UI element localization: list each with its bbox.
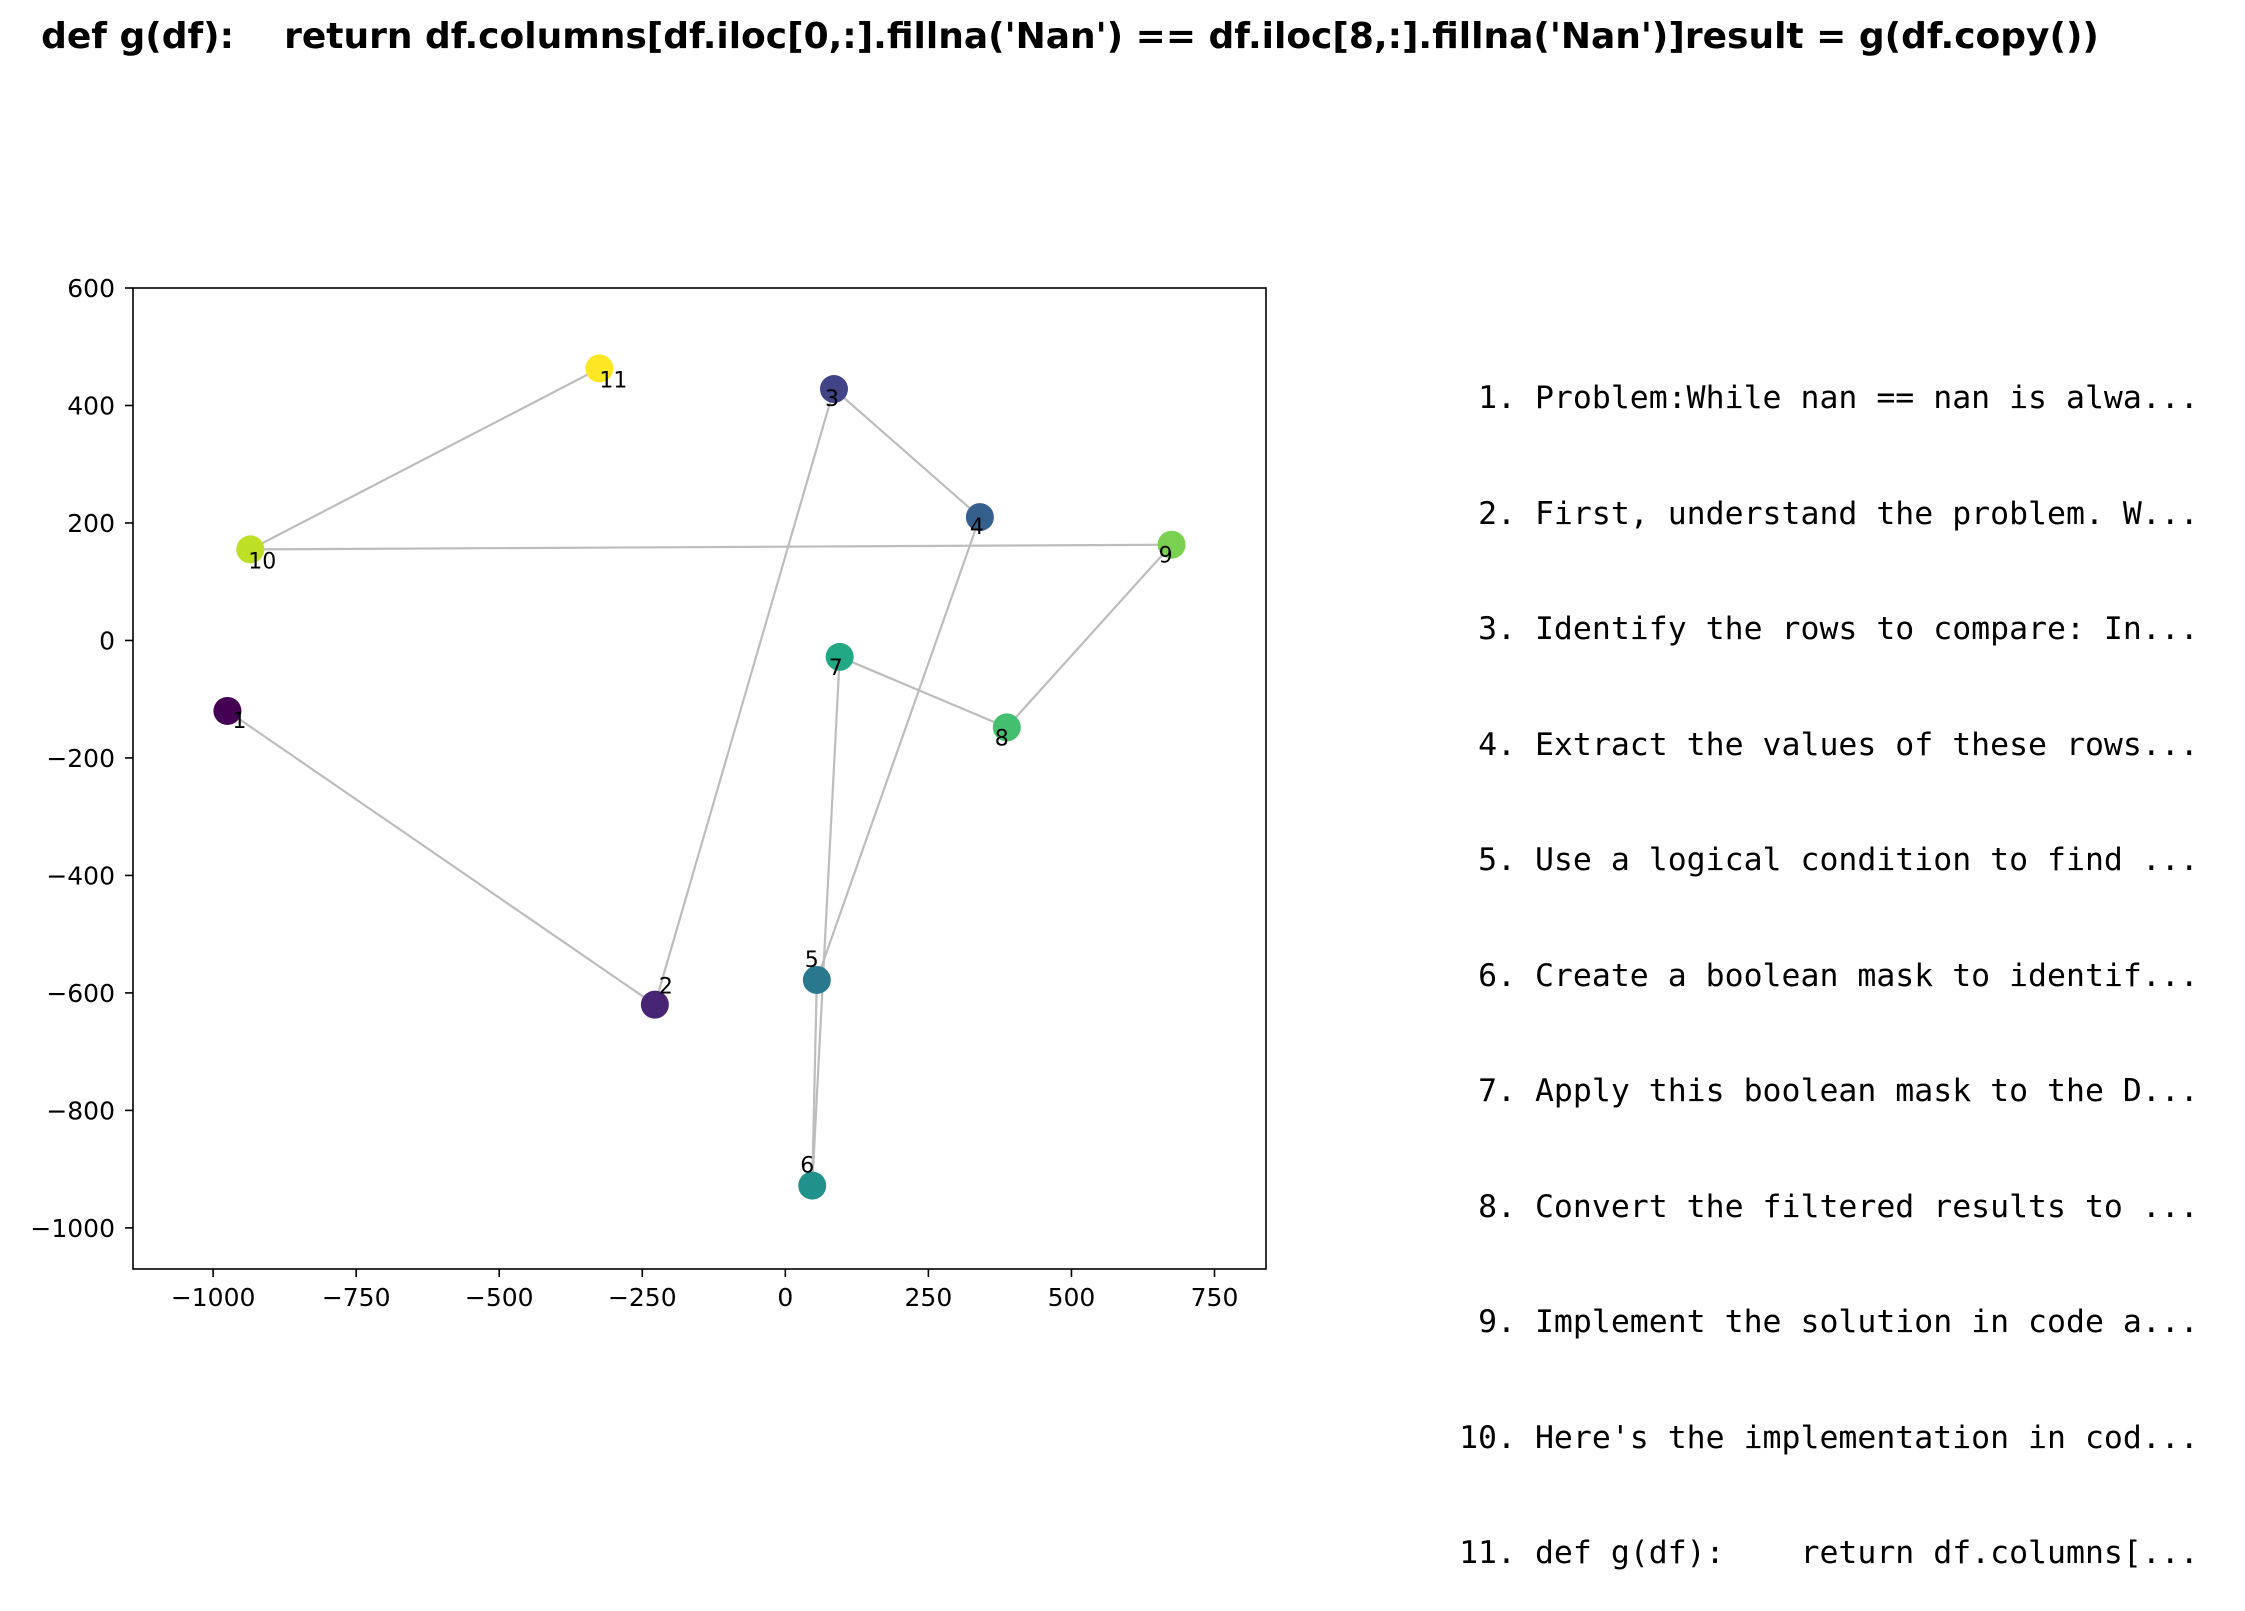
point-label: 1: [232, 709, 246, 734]
y-tick-label: −600: [46, 979, 115, 1008]
point-label: 2: [659, 975, 673, 1000]
data-points: [213, 354, 1186, 1200]
data-point: [236, 535, 265, 564]
step-item: 3. Identify the rows to compare: In...: [1440, 610, 2240, 649]
connection-line: [839, 655, 1008, 729]
step-text: Here's the implementation in cod...: [1534, 1419, 2199, 1456]
step-text: Problem:While nan == nan is alwa...: [1534, 380, 2199, 416]
y-tick-label: 200: [67, 509, 115, 538]
x-tick-label: −250: [608, 1283, 677, 1312]
step-text: First, understand the problem. W...: [1534, 495, 2199, 532]
point-label: 4: [970, 515, 984, 540]
plot-frame: [132, 287, 1267, 1270]
point-label: 10: [248, 549, 276, 574]
step-item: 10. Here's the implementation in cod...: [1440, 1419, 2240, 1458]
point-label: 5: [805, 948, 819, 973]
x-tick-label: −500: [465, 1283, 534, 1312]
chart-title: def g(df): return df.columns[df.iloc[0,:…: [41, 16, 2099, 57]
point-label: 7: [829, 656, 843, 681]
step-item: 4. Extract the values of these rows...: [1440, 726, 2240, 765]
x-tick-label: 500: [1048, 1283, 1096, 1312]
step-item: 1. Problem:While nan == nan is alwa...: [1440, 379, 2240, 418]
x-tick-label: −1000: [171, 1283, 256, 1312]
y-axis-ticks: 600 400 200 0 −200 −400 −600 −800 −1000: [30, 274, 133, 1243]
step-text: Convert the filtered results to ...: [1534, 1188, 2199, 1225]
data-point: [825, 642, 854, 671]
connection-line: [653, 388, 836, 1005]
step-number: 8.: [1478, 1188, 1516, 1225]
y-tick-label: −200: [46, 744, 115, 773]
step-number: 5.: [1478, 842, 1516, 878]
y-tick-label: 0: [99, 626, 115, 655]
y-tick-label: 400: [67, 391, 115, 420]
step-text: Apply this boolean mask to the D...: [1534, 1073, 2199, 1109]
step-text: def g(df): return df.columns[...: [1534, 1535, 2199, 1571]
step-text: Use a logical condition to find ...: [1534, 842, 2199, 878]
step-text: Extract the values of these rows...: [1534, 726, 2199, 763]
step-text: Implement the solution in code a...: [1534, 1304, 2199, 1340]
data-point: [992, 713, 1021, 742]
point-label: 8: [995, 726, 1009, 751]
connection-line: [815, 516, 981, 981]
y-tick-label: 600: [67, 274, 115, 303]
step-number: 2.: [1478, 495, 1516, 532]
step-number: 6.: [1478, 957, 1516, 994]
y-tick-label: −400: [46, 861, 115, 890]
step-number: 3.: [1478, 611, 1516, 647]
x-tick-label: 250: [905, 1283, 953, 1312]
connection-lines: [226, 367, 1173, 1186]
connection-line: [226, 710, 656, 1006]
step-text: Identify the rows to compare: In...: [1534, 611, 2199, 647]
scatter-plot: 1 2 3 4 5 6 7 8 9 10 11 −1000 −750 −500 −250 0 250 500 75…: [30, 274, 1267, 1312]
connection-line: [833, 388, 981, 518]
data-point: [585, 354, 614, 383]
x-tick-label: −750: [322, 1283, 391, 1312]
step-item: 8. Convert the filtered results to ...: [1440, 1188, 2240, 1227]
step-number: 7.: [1478, 1073, 1516, 1109]
step-text: Create a boolean mask to identif...: [1534, 957, 2199, 994]
data-point: [965, 503, 994, 532]
step-number: 10.: [1459, 1419, 1516, 1456]
connection-line: [249, 367, 600, 551]
step-item: 11. def g(df): return df.columns[...: [1440, 1534, 2240, 1573]
step-number: 9.: [1478, 1304, 1516, 1340]
connection-line: [250, 543, 1172, 551]
step-number: 11.: [1459, 1535, 1516, 1571]
data-point: [798, 1171, 827, 1200]
step-list: 1. Problem:While nan == nan is alwa... 2…: [1440, 302, 2240, 1611]
step-number: 1.: [1478, 380, 1516, 416]
data-point: [802, 965, 831, 994]
point-labels: 1 2 3 4 5 6 7 8 9 10 11: [232, 368, 1172, 1178]
data-point: [213, 696, 242, 725]
point-label: 9: [1159, 544, 1173, 569]
y-tick-label: −1000: [30, 1214, 115, 1243]
x-tick-label: 750: [1191, 1283, 1239, 1312]
point-label: 6: [800, 1154, 814, 1179]
connection-line: [1005, 543, 1173, 729]
connection-line: [811, 656, 841, 1186]
point-label: 3: [825, 387, 839, 412]
step-item: 7. Apply this boolean mask to the D...: [1440, 1072, 2240, 1111]
step-item: 9. Implement the solution in code a...: [1440, 1303, 2240, 1342]
y-tick-label: −800: [46, 1096, 115, 1125]
step-item: 6. Create a boolean mask to identif...: [1440, 957, 2240, 996]
step-number: 4.: [1478, 726, 1516, 763]
data-point: [640, 990, 669, 1019]
x-axis-ticks: −1000 −750 −500 −250 0 250 500 750: [171, 1269, 1239, 1312]
step-item: 2. First, understand the problem. W...: [1440, 495, 2240, 534]
step-item: 5. Use a logical condition to find ...: [1440, 841, 2240, 880]
data-point: [819, 375, 848, 404]
x-tick-label: 0: [777, 1283, 793, 1312]
point-label: 11: [599, 368, 627, 393]
data-point: [1157, 530, 1186, 559]
